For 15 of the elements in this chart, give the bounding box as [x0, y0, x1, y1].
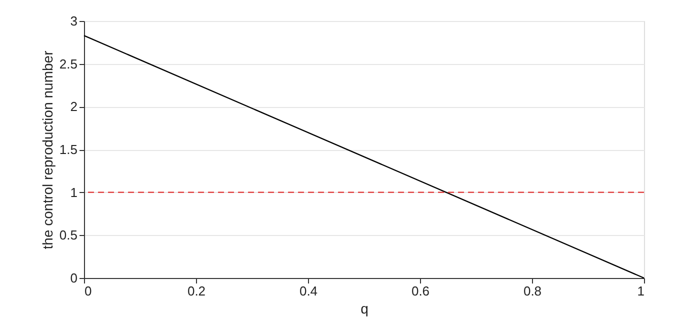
- y-tick-label: 1: [70, 184, 78, 200]
- x-tick-label: 0.2: [187, 284, 206, 298]
- y-tick-label: 0: [70, 270, 78, 286]
- x-tick-label: 0: [84, 284, 92, 298]
- y-axis-title: the control reproduction number: [39, 50, 56, 250]
- x-axis-title: q: [360, 300, 368, 316]
- y-tick-label: 2: [70, 99, 78, 114]
- x-tick-label: 1: [637, 284, 644, 298]
- y-tick-label: 1.5: [59, 142, 78, 157]
- x-tick-label: 0.4: [299, 284, 318, 298]
- y-tick-label: 2.5: [59, 56, 78, 72]
- x-tick-label: 0.6: [411, 284, 430, 298]
- x-tick-label: 0.8: [523, 284, 542, 298]
- y-tick-label: 3: [70, 14, 78, 28]
- y-tick-label: 0.5: [59, 228, 78, 243]
